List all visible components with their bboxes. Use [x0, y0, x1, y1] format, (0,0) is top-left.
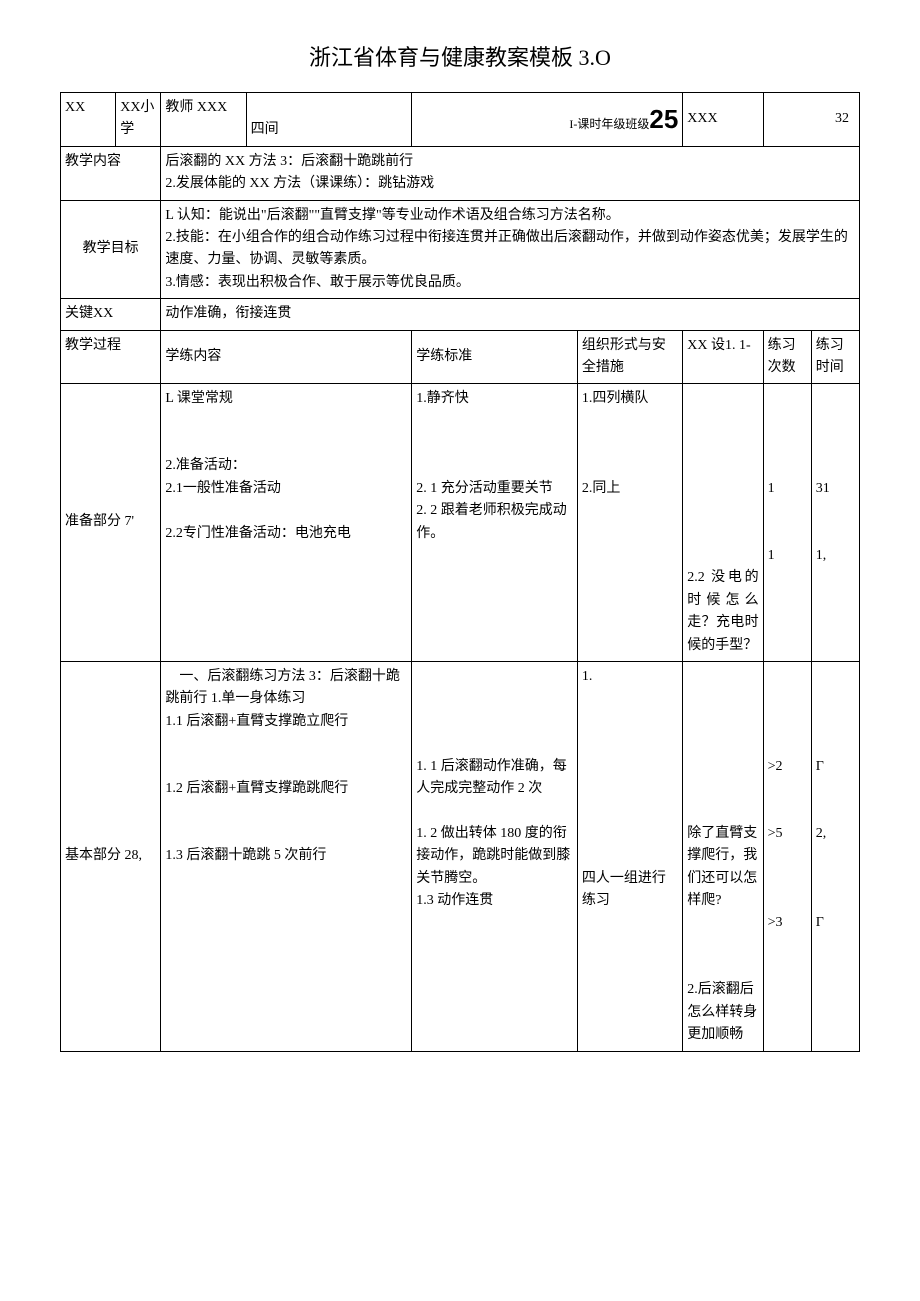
basic-content: 一、后滚翻练习方法 3：后滚翻十跪跳前行 1.单一身体练习 1.1 后滚翻+直臂…: [161, 661, 412, 1051]
process-col5: XX 设1. 1-: [683, 330, 763, 384]
teaching-content-body: 后滚翻的 XX 方法 3：后滚翻十跪跳前行 2.发展体能的 XX 方法（课课练）…: [161, 146, 860, 200]
teacher-cell: 教师 XXX: [161, 93, 246, 147]
basic-design: 除了直臂支撑爬行，我们还可以怎样爬? 2.后滚翻后怎么样转身更加顺畅: [683, 661, 763, 1051]
teaching-goal-label: 教学目标: [61, 200, 161, 299]
process-col4: 组织形式与安全措施: [577, 330, 682, 384]
prep-standard: 1.静齐快 2. 1 充分活动重要关节 2. 2 跟着老师积极完成动作。: [412, 384, 578, 662]
basic-nums: >2 >5 >3: [763, 661, 811, 1051]
process-header-row: 教学过程 学练内容 学练标准 组织形式与安全措施 XX 设1. 1- 练习次数 …: [61, 330, 860, 384]
process-col6: 练习次数: [763, 330, 811, 384]
key-point-row: 关键XX 动作准确，衔接连贯: [61, 299, 860, 330]
room-cell: 四间: [246, 93, 412, 147]
document-title: 浙江省体育与健康教案模板 3.O: [60, 40, 860, 72]
prep-times: 31 1,: [811, 384, 859, 662]
period-label: I-课时年级班级: [569, 117, 649, 131]
prep-org: 1.四列横队 2.同上: [577, 384, 682, 662]
label-xx: XX: [61, 93, 116, 147]
prep-label: 准备部分 7': [61, 384, 161, 662]
basic-org: 1. 四人一组进行练习: [577, 661, 682, 1051]
basic-section-row: 基本部分 28, 一、后滚翻练习方法 3：后滚翻十跪跳前行 1.单一身体练习 1…: [61, 661, 860, 1051]
basic-label: 基本部分 28,: [61, 661, 161, 1051]
teaching-content-row: 教学内容 后滚翻的 XX 方法 3：后滚翻十跪跳前行 2.发展体能的 XX 方法…: [61, 146, 860, 200]
lesson-plan-table: XX XX小学 教师 XXX 四间 I-课时年级班级25 XXX 32 教学内容…: [60, 92, 860, 1052]
prep-nums: 1 1: [763, 384, 811, 662]
key-point-label: 关键XX: [61, 299, 161, 330]
key-point-body: 动作准确，衔接连贯: [161, 299, 860, 330]
teaching-goal-row: 教学目标 L 认知：能说出"后滚翻""直臂支撑"等专业动作术语及组合练习方法名称…: [61, 200, 860, 299]
period-num: 25: [649, 104, 678, 134]
process-col1: 教学过程: [61, 330, 161, 384]
teaching-content-label: 教学内容: [61, 146, 161, 200]
process-col3: 学练标准: [412, 330, 578, 384]
basic-standard: 1. 1 后滚翻动作准确，每人完成完整动作 2 次 1. 2 做出转体 180 …: [412, 661, 578, 1051]
count-cell: 32: [763, 93, 859, 147]
school-cell: XX小学: [116, 93, 161, 147]
period-cell: I-课时年级班级25: [412, 93, 683, 147]
prep-section-row: 准备部分 7' L 课堂常规 2.准备活动： 2.1一般性准备活动 2.2专门性…: [61, 384, 860, 662]
prep-content: L 课堂常规 2.准备活动： 2.1一般性准备活动 2.2专门性准备活动：电池充…: [161, 384, 412, 662]
process-col2: 学练内容: [161, 330, 412, 384]
teaching-goal-body: L 认知：能说出"后滚翻""直臂支撑"等专业动作术语及组合练习方法名称。 2.技…: [161, 200, 860, 299]
basic-times: Γ 2, Γ: [811, 661, 859, 1051]
process-col7: 练习时间: [811, 330, 859, 384]
prep-design: 2.2 没电的时候怎么走？充电时候的手型？: [683, 384, 763, 662]
class-code-cell: XXX: [683, 93, 763, 147]
header-info-row: XX XX小学 教师 XXX 四间 I-课时年级班级25 XXX 32: [61, 93, 860, 147]
